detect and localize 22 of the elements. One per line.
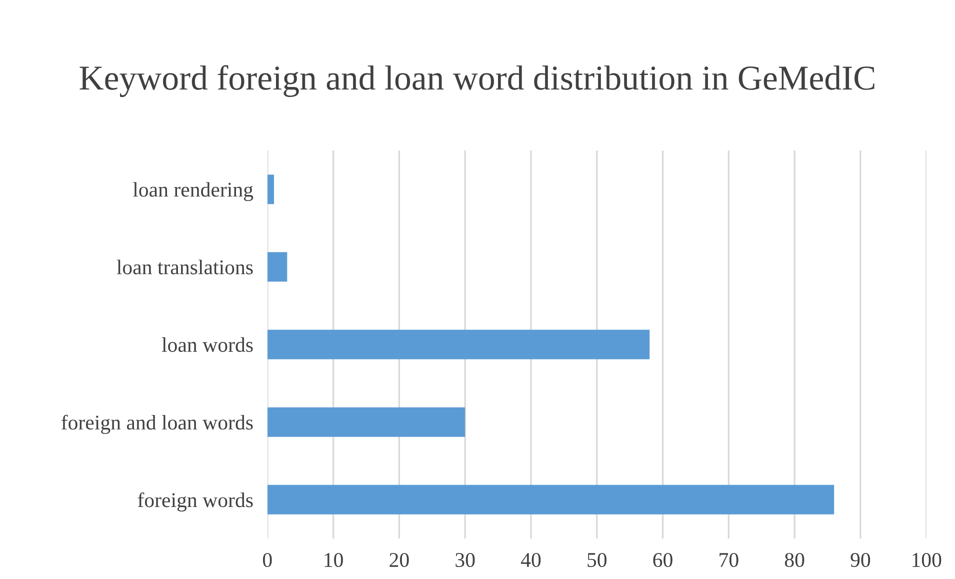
x-tick-label: 0	[262, 552, 272, 568]
x-tick-label: 20	[390, 552, 409, 568]
x-tick-label: 50	[588, 552, 606, 568]
x-tick-label: 90	[850, 552, 870, 568]
bar	[267, 407, 466, 437]
bar	[267, 252, 288, 282]
chart-title: Keyword foreign and loan word distribution in GeMedIC	[80, 65, 874, 98]
x-tick-label: 60	[653, 552, 672, 568]
bar	[267, 484, 834, 514]
bar	[267, 174, 274, 204]
x-tick-label: 30	[456, 552, 475, 568]
y-tick-label: foreign words	[138, 492, 253, 512]
x-tick-label: 70	[720, 552, 738, 568]
y-tick-label: loan translations	[116, 260, 253, 274]
x-tick-label: 100	[912, 552, 942, 568]
y-tick-label: loan rendering	[133, 182, 254, 202]
x-tick-label: 10	[324, 552, 343, 568]
x-tick-label: 80	[784, 552, 804, 568]
y-tick-label: loan words	[162, 337, 253, 352]
y-tick-label: foreign and loan words	[61, 414, 253, 434]
bar	[267, 330, 650, 360]
x-tick-label: 40	[520, 552, 541, 568]
